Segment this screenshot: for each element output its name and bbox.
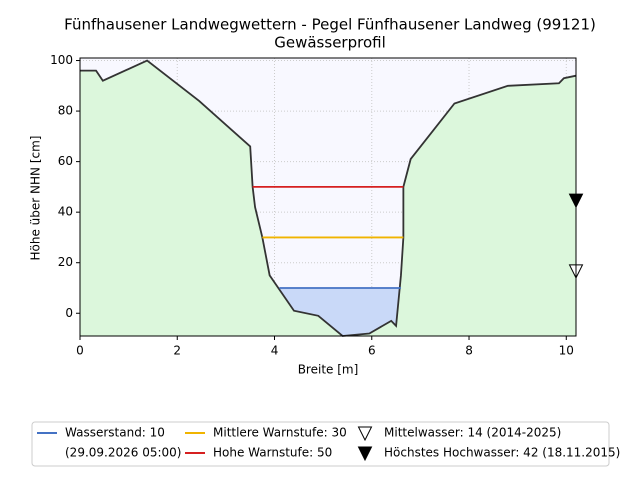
legend	[31, 421, 610, 467]
x-tick-label: 4	[271, 344, 279, 358]
legend-label: Wasserstand: 10	[65, 426, 165, 440]
y-tick-label: 60	[58, 154, 73, 168]
legend-label: (29.09.2026 05:00)	[65, 446, 181, 460]
x-tick-label: 10	[559, 344, 574, 358]
x-tick-label: 0	[76, 344, 84, 358]
x-axis-label: Breite [m]	[298, 363, 359, 377]
legend-label: Mittelwasser: 14 (2014-2025)	[384, 426, 561, 440]
x-tick-label: 2	[173, 344, 181, 358]
chart-title: Fünfhausener Landwegwettern - Pegel Fünf…	[64, 16, 596, 34]
y-tick-label: 100	[50, 53, 73, 67]
y-tick-label: 0	[65, 306, 73, 320]
legend-label: Hohe Warnstufe: 50	[213, 446, 332, 460]
y-tick-label: 40	[58, 205, 73, 219]
x-tick-label: 8	[465, 344, 473, 358]
y-tick-label: 80	[58, 104, 73, 118]
legend-label: Höchstes Hochwasser: 42 (18.11.2015)	[384, 446, 620, 460]
y-axis-label: Höhe über NHN [cm]	[29, 136, 43, 261]
legend-marker	[357, 446, 373, 462]
legend-label: Mittlere Warnstufe: 30	[213, 426, 347, 440]
chart-subtitle: Gewässerprofil	[274, 34, 386, 52]
legend-marker	[357, 426, 373, 442]
ground	[80, 60, 576, 336]
plot-frame	[79, 57, 577, 337]
x-tick-label: 6	[368, 344, 376, 358]
y-tick-label: 20	[58, 255, 73, 269]
